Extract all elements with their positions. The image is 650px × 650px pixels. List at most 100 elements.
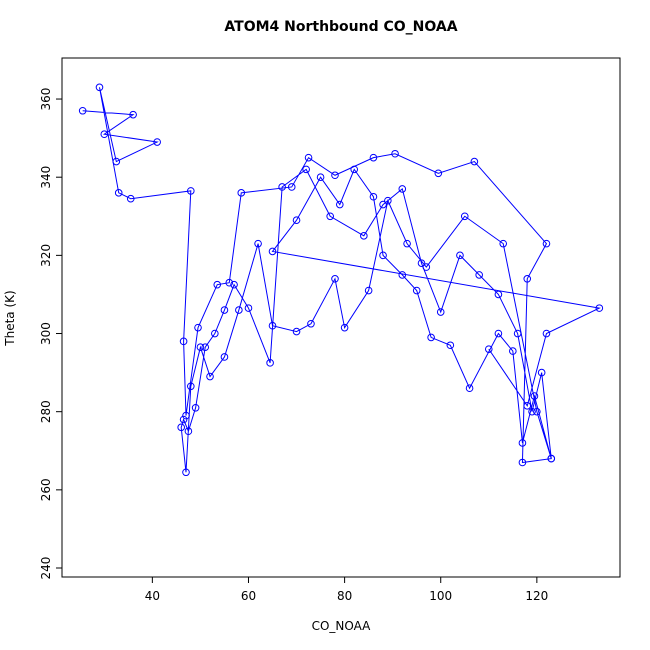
- point: [465, 384, 474, 393]
- point: [446, 341, 455, 350]
- point: [417, 259, 426, 267]
- point: [230, 280, 238, 289]
- point: [191, 403, 200, 412]
- point: [244, 304, 253, 312]
- point: [499, 239, 508, 248]
- point: [595, 304, 604, 312]
- point: [518, 458, 527, 467]
- point: [179, 337, 188, 346]
- point: [528, 407, 536, 416]
- point: [530, 392, 539, 400]
- point: [331, 171, 339, 180]
- point: [494, 290, 503, 299]
- point: [456, 251, 464, 260]
- point: [114, 189, 123, 197]
- point: [278, 183, 286, 191]
- point: [364, 286, 373, 295]
- point: [340, 323, 349, 332]
- point: [331, 275, 339, 283]
- point: [434, 169, 443, 178]
- point: [179, 415, 188, 424]
- point: [436, 308, 445, 316]
- point: [350, 165, 359, 174]
- x-tick-label: 60: [241, 589, 256, 603]
- point: [460, 212, 469, 221]
- point: [523, 402, 532, 410]
- point: [513, 329, 522, 338]
- point: [379, 200, 387, 209]
- point: [187, 382, 195, 391]
- point: [537, 368, 546, 377]
- point: [518, 439, 527, 447]
- point: [100, 130, 109, 139]
- point: [153, 138, 161, 146]
- point: [302, 165, 310, 174]
- point: [201, 343, 210, 352]
- point: [187, 187, 195, 195]
- point: [533, 407, 541, 416]
- point: [182, 468, 190, 477]
- point: [129, 110, 137, 119]
- point: [542, 329, 551, 338]
- point: [220, 353, 229, 361]
- point: [509, 347, 517, 355]
- x-tick-label: 100: [429, 589, 452, 603]
- y-tick-label: 260: [39, 478, 53, 501]
- point: [268, 247, 277, 256]
- point: [475, 271, 483, 279]
- point: [287, 183, 296, 191]
- point: [304, 153, 313, 162]
- point: [184, 427, 193, 436]
- y-tick-label: 240: [39, 557, 53, 580]
- point: [235, 306, 243, 314]
- point: [254, 239, 262, 248]
- point: [78, 106, 87, 115]
- point: [292, 327, 301, 336]
- point: [494, 329, 503, 338]
- y-tick-label: 300: [39, 322, 53, 345]
- point: [177, 423, 185, 432]
- connecting-line: [82, 87, 601, 473]
- point: [484, 345, 493, 353]
- point: [196, 343, 205, 352]
- point: [398, 271, 407, 279]
- x-tick-label: 120: [525, 589, 548, 603]
- point: [316, 173, 325, 181]
- x-tick-label: 80: [337, 589, 352, 603]
- point: [391, 149, 399, 158]
- plot-frame: [61, 57, 621, 578]
- point: [211, 329, 219, 338]
- point: [427, 333, 435, 342]
- y-tick-label: 280: [39, 400, 53, 423]
- point: [369, 192, 378, 201]
- point: [326, 212, 334, 221]
- point: [237, 189, 246, 197]
- point: [206, 372, 214, 381]
- point: [194, 323, 202, 332]
- point: [213, 280, 222, 289]
- point: [225, 278, 234, 287]
- point: [547, 454, 556, 463]
- point: [220, 306, 229, 314]
- point: [95, 83, 104, 92]
- point: [542, 239, 551, 248]
- point: [292, 216, 301, 224]
- y-tick-label: 340: [39, 166, 53, 189]
- point: [112, 157, 121, 166]
- x-axis-label: CO_NOAA: [312, 619, 372, 633]
- point: [369, 153, 378, 162]
- point: [268, 321, 277, 330]
- point: [307, 319, 315, 328]
- point: [266, 359, 274, 367]
- y-tick-label: 320: [39, 244, 53, 267]
- chart-title: ATOM4 Northbound CO_NOAA: [224, 19, 457, 35]
- point: [360, 232, 368, 240]
- point: [182, 411, 190, 420]
- point: [379, 251, 387, 260]
- y-axis-label: Theta (K): [3, 290, 17, 346]
- point: [403, 239, 411, 248]
- point: [523, 275, 532, 283]
- point: [335, 200, 344, 209]
- y-tick-label: 360: [39, 88, 53, 111]
